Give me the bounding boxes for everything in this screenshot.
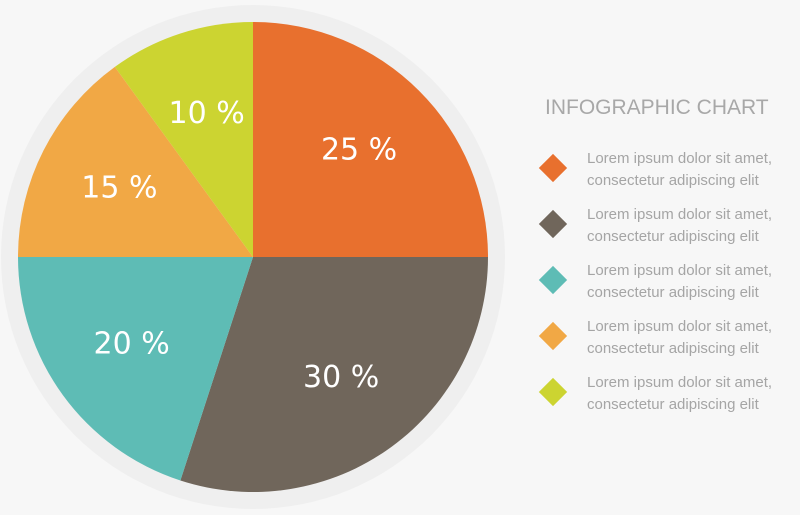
slice-label: 25 % [321,132,397,167]
slice-label: 30 % [303,360,379,395]
legend-item: Lorem ipsum dolor sit amet, consectetur … [538,148,800,194]
legend-text-line1: Lorem ipsum dolor sit amet, [587,150,773,167]
pie-slice [253,22,488,257]
legend-swatch-diamond [538,377,568,407]
legend-text-line2: consectetur adipiscing elit [587,396,759,413]
pie-slice [180,257,488,492]
legend-swatch-diamond [538,153,568,183]
legend-text-line1: Lorem ipsum dolor sit amet, [587,374,773,391]
legend-text-line2: consectetur adipiscing elit [587,172,759,189]
legend-swatch-diamond [538,265,568,295]
legend-text-line1: Lorem ipsum dolor sit amet, [587,262,773,279]
legend-swatch-diamond [538,209,568,239]
slice-label: 20 % [94,327,170,362]
legend-text-line2: consectetur adipiscing elit [587,284,759,301]
pie-slice [18,66,253,257]
legend-text: Lorem ipsum dolor sit amet, consectetur … [587,372,772,416]
slice-label: 10 % [169,96,245,131]
legend-item: Lorem ipsum dolor sit amet, consectetur … [538,204,800,250]
slice-label: 15 % [81,170,157,205]
legend-text: Lorem ipsum dolor sit amet, consectetur … [587,260,772,304]
legend-item: Lorem ipsum dolor sit amet, consectetur … [538,372,800,418]
pie-labels: 25 % 30 % 20 % 15 % 10 % [81,96,397,395]
legend-text-line1: Lorem ipsum dolor sit amet, [587,318,773,335]
legend-text-line1: Lorem ipsum dolor sit amet, [587,206,773,223]
pie-slice [114,22,253,257]
legend-text: Lorem ipsum dolor sit amet, consectetur … [587,316,772,360]
pie-slices [18,22,488,492]
legend-swatch-diamond [538,321,568,351]
chart-title: INFOGRAPHIC CHART [545,96,769,119]
legend-item: Lorem ipsum dolor sit amet, consectetur … [538,260,800,306]
legend-text: Lorem ipsum dolor sit amet, consectetur … [587,148,772,192]
pie-slice [18,257,253,481]
legend-text-line2: consectetur adipiscing elit [587,340,759,357]
legend-item: Lorem ipsum dolor sit amet, consectetur … [538,316,800,362]
legend-text-line2: consectetur adipiscing elit [587,228,759,245]
legend-text: Lorem ipsum dolor sit amet, consectetur … [587,204,772,248]
